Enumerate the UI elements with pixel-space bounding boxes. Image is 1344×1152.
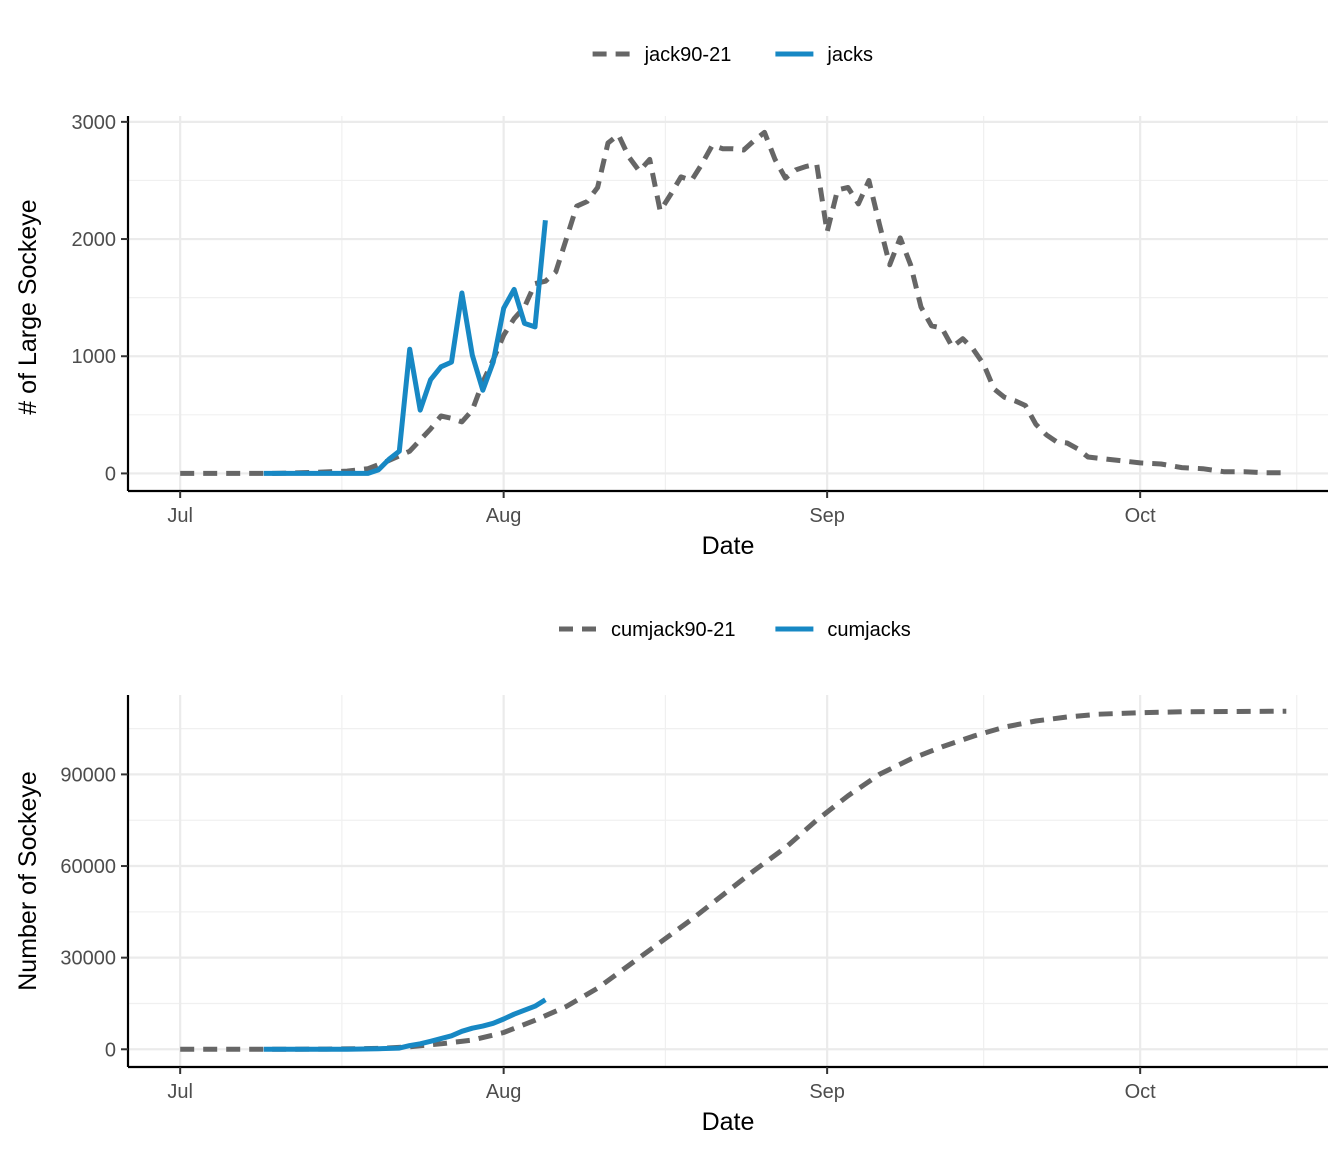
x-tick-label: Aug: [486, 1081, 522, 1103]
axes-daily: Jul Aug Sep Oct 0 1000 2000 3000: [72, 112, 1328, 527]
chart-daily-sockeye: jack90-21 jacks Jul Aug Sep Oct 0 1000 2000 3000…: [14, 44, 1328, 560]
y-tick-label: 3000: [72, 112, 117, 134]
y-tick-label: 0: [105, 463, 116, 485]
series-line-jacks: [263, 220, 548, 476]
legend-daily: jack90-21 jacks: [592, 44, 873, 66]
x-axis-title-cumulative: Date: [702, 1108, 755, 1136]
grid-cumulative: [128, 695, 1328, 1067]
x-tick-label: Oct: [1125, 505, 1157, 527]
axes-cumulative: Jul Aug Sep Oct 0 30000 60000 90000: [60, 695, 1328, 1103]
legend-item-cumjacks: cumjacks: [775, 619, 911, 641]
grid-daily: [128, 116, 1328, 491]
x-axis-title-daily: Date: [702, 532, 755, 560]
legend-item-cumjack90-21: cumjack90-21: [559, 619, 736, 641]
legend-item-jack90-21: jack90-21: [592, 44, 732, 66]
chart-cumulative-sockeye: cumjack90-21 cumjacks Jul Aug Sep Oct 0 30000 6…: [14, 619, 1328, 1136]
legend-label: cumjack90-21: [611, 619, 736, 641]
legend-cumulative: cumjack90-21 cumjacks: [559, 619, 911, 641]
x-tick-label: Oct: [1125, 1081, 1157, 1103]
x-tick-label: Aug: [486, 505, 522, 527]
legend-label: cumjacks: [827, 619, 910, 641]
y-tick-label: 30000: [60, 948, 116, 970]
y-tick-label: 1000: [72, 346, 117, 368]
x-tick-label: Jul: [167, 505, 193, 527]
series-line-cumjacks: [263, 997, 547, 1052]
x-tick-label: Jul: [167, 1081, 193, 1103]
series-line-cumjack90-21: [180, 708, 1287, 1052]
x-tick-label: Sep: [809, 505, 845, 527]
series-cumulative: [180, 708, 1287, 1052]
y-tick-label: 2000: [72, 229, 117, 251]
y-axis-title-cumulative: Number of Sockeye: [14, 771, 42, 991]
legend-label: jacks: [826, 44, 873, 66]
y-tick-label: 0: [105, 1039, 116, 1061]
y-tick-label: 60000: [60, 856, 116, 878]
y-axis-title-daily: # of Large Sockeye: [14, 199, 42, 414]
series-line-jack90-21: [180, 129, 1287, 476]
series-daily: [180, 129, 1287, 476]
legend-label: jack90-21: [644, 44, 732, 66]
x-tick-label: Sep: [809, 1081, 845, 1103]
legend-item-jacks: jacks: [775, 44, 873, 66]
y-tick-label: 90000: [60, 764, 116, 786]
